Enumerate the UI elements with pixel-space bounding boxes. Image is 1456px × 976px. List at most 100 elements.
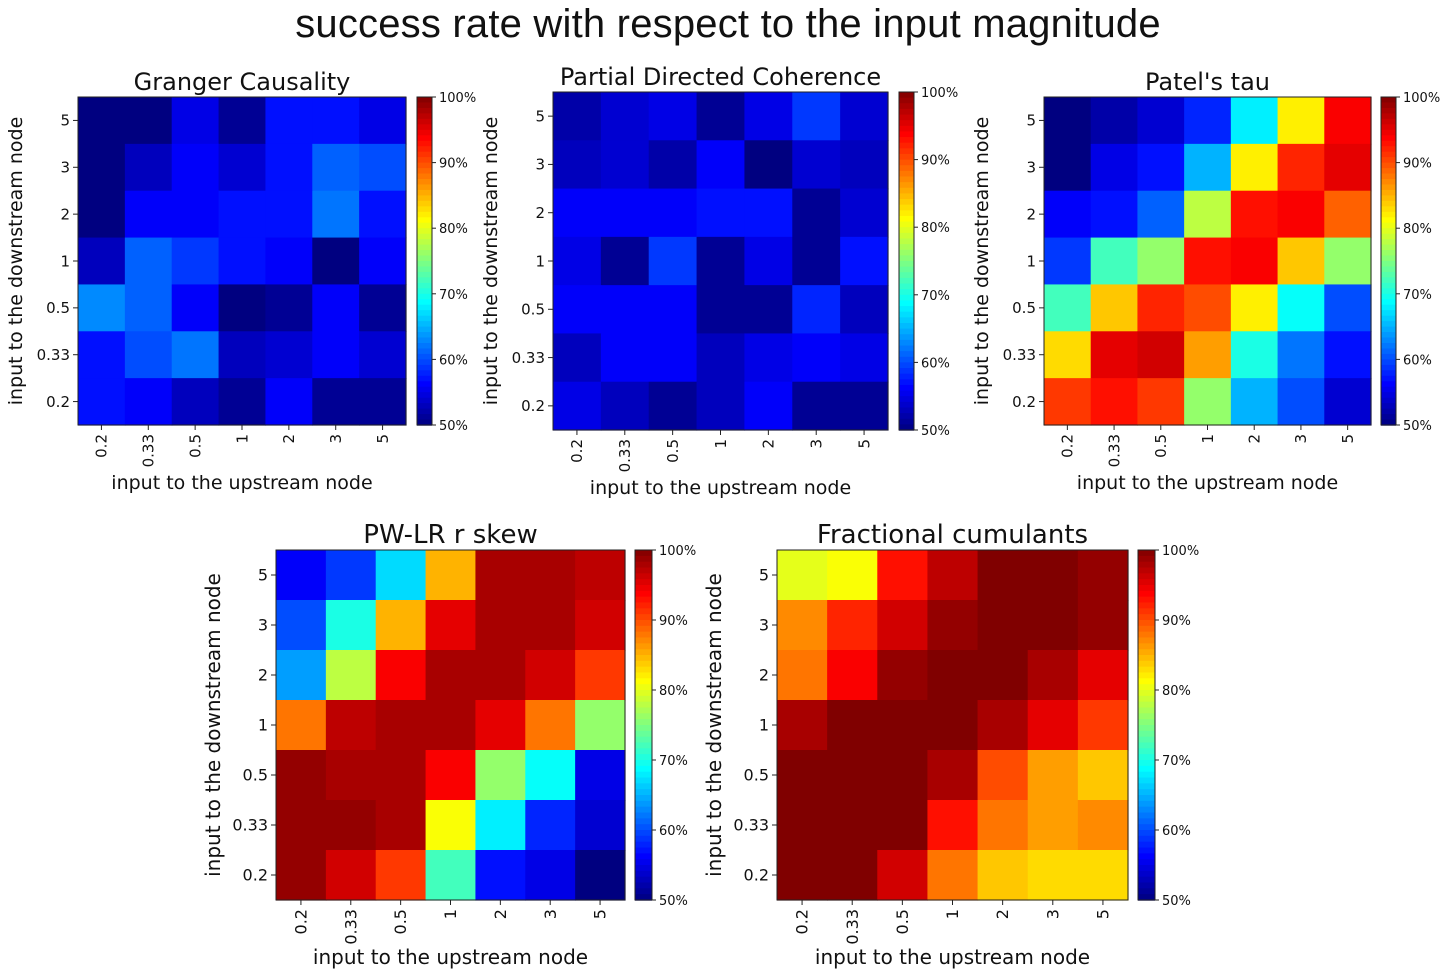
heatmap-cell xyxy=(744,92,793,141)
heatmap-cell xyxy=(977,800,1029,851)
heatmap-cell xyxy=(171,97,220,145)
heatmap-cell xyxy=(575,850,626,901)
colorbar-segment xyxy=(635,625,652,633)
colorbar-segment xyxy=(635,655,652,662)
colorbar-segment xyxy=(899,401,914,409)
heatmap-cell xyxy=(827,650,878,701)
heatmap-cell xyxy=(777,850,828,901)
colorbar-tick-label: 80% xyxy=(1162,684,1191,699)
colorbar-segment xyxy=(635,555,652,563)
heatmap-cell xyxy=(325,600,377,651)
colorbar-tick-label: 90% xyxy=(439,157,468,172)
y-tick-label: 0.5 xyxy=(46,299,70,317)
colorbar-segment xyxy=(1138,859,1155,866)
colorbar-segment xyxy=(1381,282,1396,290)
colorbar-segment xyxy=(1381,184,1396,191)
colorbar-segment xyxy=(899,131,914,138)
heatmap-cell xyxy=(600,92,650,141)
colorbar-segment xyxy=(635,806,652,814)
colorbar-segment xyxy=(417,135,432,142)
colorbar-segment xyxy=(417,118,432,126)
x-tick-label: 3 xyxy=(1043,909,1062,919)
colorbar-tick-label: 100% xyxy=(1403,91,1440,106)
colorbar-segment xyxy=(899,232,914,240)
heatmap-cell xyxy=(777,550,828,601)
colorbar-segment xyxy=(635,771,652,779)
colorbar-segment xyxy=(1138,608,1155,615)
heatmap-cell xyxy=(575,800,626,851)
heatmap-cell xyxy=(1137,190,1185,239)
heatmap-cell xyxy=(777,650,828,701)
colorbar-segment xyxy=(899,215,914,223)
colorbar-segment xyxy=(899,424,914,431)
heatmap-cell xyxy=(312,97,360,145)
heatmap-panel: PW-LR r skew 5 3 2 1 0.5 0.33 0.2 0.2 0.33 0.5 1 2 3 5… xyxy=(201,520,696,969)
heatmap-cell xyxy=(1044,378,1092,426)
heatmap-cell xyxy=(696,381,746,431)
colorbar-segment xyxy=(899,379,914,386)
heatmap-cell xyxy=(525,650,576,701)
colorbar-segment xyxy=(1381,326,1396,333)
colorbar-segment xyxy=(417,222,432,229)
colorbar-segment xyxy=(1138,847,1155,855)
colorbar-segment xyxy=(1138,550,1155,557)
colorbar-segment xyxy=(899,300,914,307)
colorbar-segment xyxy=(1138,631,1155,639)
colorbar-segment xyxy=(899,108,914,116)
colorbar-segment xyxy=(417,162,432,169)
heatmap-cell xyxy=(525,700,576,751)
heatmap-cell xyxy=(1027,800,1079,851)
y-tick-label: 1 xyxy=(759,716,769,735)
heatmap-cell xyxy=(648,285,698,335)
heatmap-cell xyxy=(265,237,313,286)
heatmap-cell xyxy=(792,188,841,238)
colorbar-segment xyxy=(635,882,652,890)
colorbar-tick-label: 80% xyxy=(1403,222,1432,237)
colorbar-segment xyxy=(1138,882,1155,890)
heatmap-cell xyxy=(1230,284,1279,332)
colorbar-segment xyxy=(417,146,432,153)
heatmap-cell xyxy=(744,285,793,335)
heatmap-cell xyxy=(1090,97,1139,145)
heatmap-cell xyxy=(218,284,267,332)
heatmap-cell xyxy=(1090,190,1139,239)
colorbar-segment xyxy=(635,660,652,668)
heatmap-cell xyxy=(475,550,526,601)
heatmap-cell xyxy=(475,650,526,701)
x-tick-label: 3 xyxy=(541,909,560,919)
colorbar-segment xyxy=(1381,168,1396,175)
heatmap-cell xyxy=(276,750,327,801)
colorbar-tick-label: 60% xyxy=(439,353,468,368)
heatmap-cell xyxy=(325,800,377,851)
heatmap-cell xyxy=(171,237,220,286)
colorbar-tick-label: 100% xyxy=(439,91,476,106)
y-tick-label: 1 xyxy=(535,252,545,270)
heatmap-cell xyxy=(877,600,929,651)
colorbar-segment xyxy=(635,637,652,645)
colorbar-segment xyxy=(635,748,652,755)
colorbar-tick-label: 70% xyxy=(1403,288,1432,303)
heatmap-cell xyxy=(171,331,220,379)
heatmap-cell xyxy=(276,650,327,701)
x-tick-label: 0.33 xyxy=(1105,434,1123,467)
colorbar-segment xyxy=(899,306,914,313)
heatmap-cell xyxy=(1077,600,1129,651)
heatmap-cell xyxy=(1184,190,1232,239)
colorbar-frame xyxy=(416,96,433,426)
heatmap-cell xyxy=(359,97,407,145)
colorbar-segment xyxy=(1138,795,1155,802)
heatmap-cell xyxy=(218,143,267,192)
heatmap-cell xyxy=(1230,190,1279,239)
heatmap-cell xyxy=(648,140,698,190)
colorbar-segment xyxy=(1381,266,1396,273)
colorbar-segment xyxy=(1138,625,1155,633)
colorbar-segment xyxy=(899,413,914,420)
colorbar-segment xyxy=(1138,573,1155,580)
heatmap-cell xyxy=(525,600,576,651)
heatmap-cell xyxy=(475,800,526,851)
colorbar-segment xyxy=(635,783,652,790)
colorbar-segment xyxy=(899,407,914,414)
colorbar-frame xyxy=(898,91,915,431)
heatmap-cell xyxy=(648,381,698,431)
